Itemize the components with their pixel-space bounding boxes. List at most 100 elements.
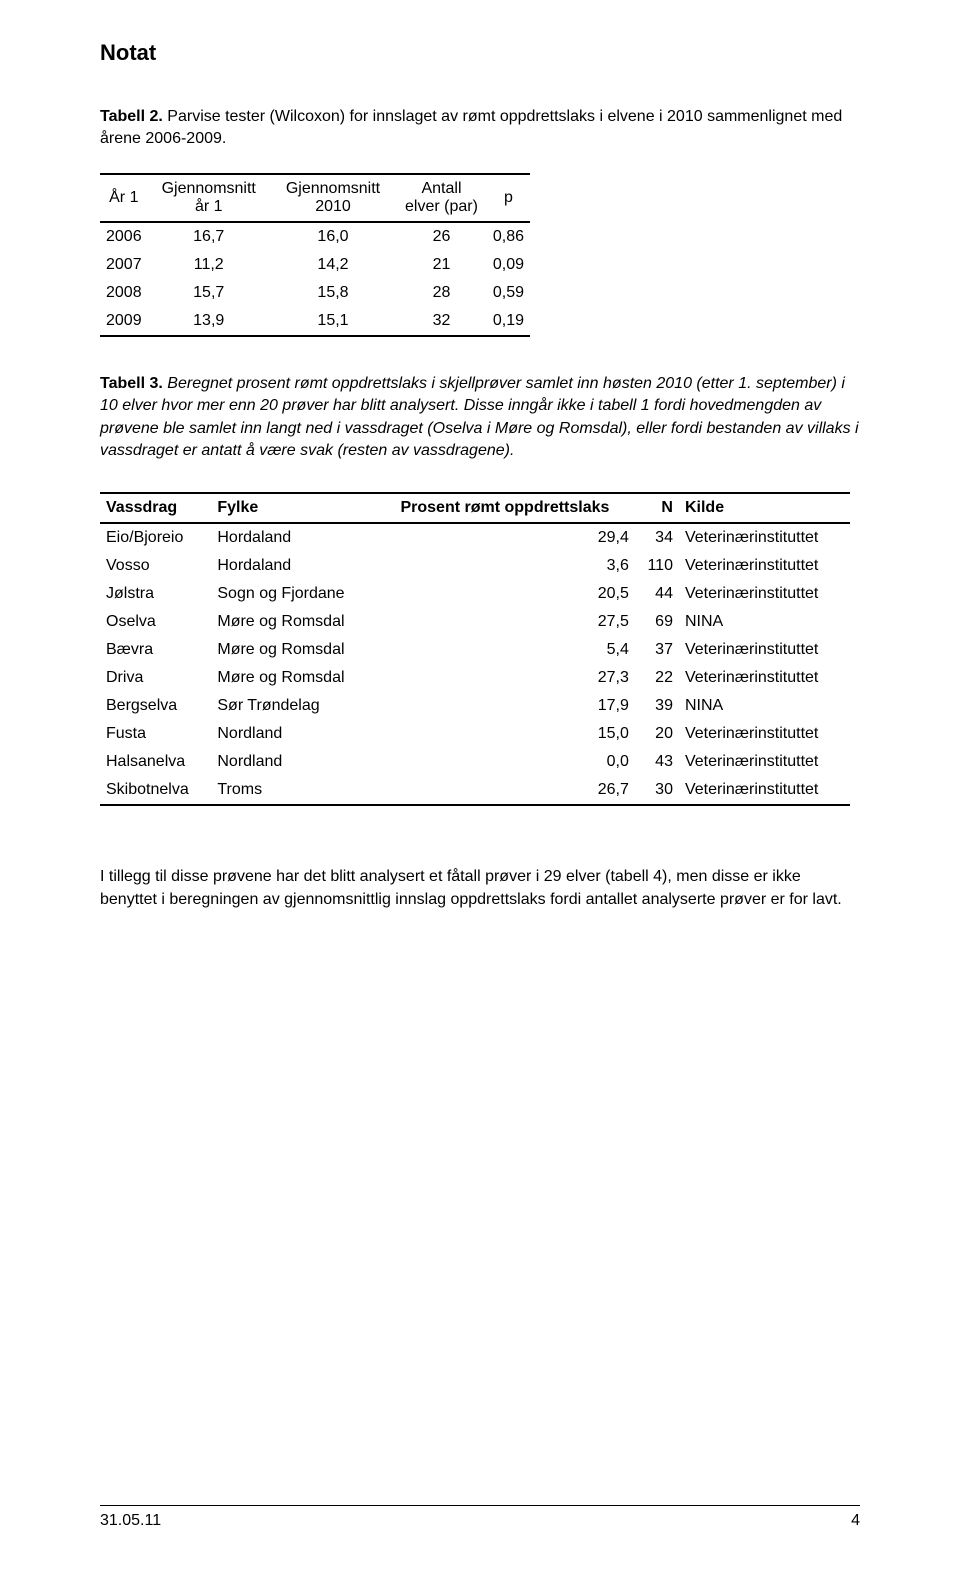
table-cell: Troms	[211, 776, 375, 805]
table2-h2: Prosent rømt oppdrettslaks	[375, 493, 635, 523]
table-cell: 27,5	[375, 608, 635, 636]
table-cell: 15,7	[148, 279, 270, 307]
table-cell: 15,1	[270, 307, 396, 336]
table-cell: 20,5	[375, 580, 635, 608]
bottom-paragraph: I tillegg til disse prøvene har det blit…	[100, 866, 860, 911]
footer-page-number: 4	[851, 1512, 860, 1530]
table-cell: 0,59	[487, 279, 530, 307]
table-cell: 2008	[100, 279, 148, 307]
table-row: DrivaMøre og Romsdal27,322Veterinærinsti…	[100, 664, 850, 692]
table-cell: 0,86	[487, 222, 530, 251]
table-cell: Møre og Romsdal	[211, 636, 375, 664]
table-cell: 32	[396, 307, 487, 336]
table-cell: 39	[635, 692, 679, 720]
page-footer: 31.05.11 4	[100, 1505, 860, 1530]
table-cell: 37	[635, 636, 679, 664]
table1-h1: Gjennomsnitt år 1	[148, 174, 270, 222]
table-cell: 0,09	[487, 251, 530, 279]
table-cell: Møre og Romsdal	[211, 608, 375, 636]
table-row: 200815,715,8280,59	[100, 279, 530, 307]
table-cell: Hordaland	[211, 523, 375, 552]
table-cell: Eio/Bjoreio	[100, 523, 211, 552]
table2: Vassdrag Fylke Prosent rømt oppdrettslak…	[100, 492, 850, 806]
table-cell: Oselva	[100, 608, 211, 636]
table-row: 200711,214,2210,09	[100, 251, 530, 279]
table-cell: 3,6	[375, 552, 635, 580]
table-cell: Bævra	[100, 636, 211, 664]
table-cell: Veterinærinstituttet	[679, 523, 850, 552]
table-cell: Halsanelva	[100, 748, 211, 776]
table-cell: Sør Trøndelag	[211, 692, 375, 720]
table-row: 200616,716,0260,86	[100, 222, 530, 251]
table-cell: Sogn og Fjordane	[211, 580, 375, 608]
table-row: BævraMøre og Romsdal5,437Veterinærinstit…	[100, 636, 850, 664]
table1-header-row: År 1 Gjennomsnitt år 1 Gjennomsnitt 2010…	[100, 174, 530, 222]
table1-h0: År 1	[100, 174, 148, 222]
table-cell: 44	[635, 580, 679, 608]
table-cell: 27,3	[375, 664, 635, 692]
table-cell: 17,9	[375, 692, 635, 720]
table-cell: 34	[635, 523, 679, 552]
table-cell: 22	[635, 664, 679, 692]
table-cell: 2007	[100, 251, 148, 279]
table-row: BergselvaSør Trøndelag17,939NINA	[100, 692, 850, 720]
table-cell: Nordland	[211, 748, 375, 776]
table2-h1: Fylke	[211, 493, 375, 523]
table-row: HalsanelvaNordland0,043Veterinærinstitut…	[100, 748, 850, 776]
table2-h4: Kilde	[679, 493, 850, 523]
table-cell: 11,2	[148, 251, 270, 279]
table1-h2: Gjennomsnitt 2010	[270, 174, 396, 222]
table-row: Eio/BjoreioHordaland29,434Veterinærinsti…	[100, 523, 850, 552]
table-row: VossoHordaland3,6110Veterinærinstituttet	[100, 552, 850, 580]
footer-date: 31.05.11	[100, 1512, 161, 1530]
table-row: OselvaMøre og Romsdal27,569NINA	[100, 608, 850, 636]
table-cell: Nordland	[211, 720, 375, 748]
table2-caption: Tabell 3. Beregnet prosent rømt oppdrett…	[100, 373, 860, 463]
table-cell: Veterinærinstituttet	[679, 776, 850, 805]
table2-h0: Vassdrag	[100, 493, 211, 523]
table1-h3: Antall elver (par)	[396, 174, 487, 222]
table-cell: NINA	[679, 608, 850, 636]
table-cell: 15,0	[375, 720, 635, 748]
table-cell: Veterinærinstituttet	[679, 720, 850, 748]
table-cell: 29,4	[375, 523, 635, 552]
table-cell: Driva	[100, 664, 211, 692]
table-cell: Hordaland	[211, 552, 375, 580]
caption1-bold: Tabell 2.	[100, 108, 163, 125]
table-cell: 43	[635, 748, 679, 776]
table-cell: 30	[635, 776, 679, 805]
table-cell: 0,0	[375, 748, 635, 776]
caption2-bold: Tabell 3.	[100, 375, 163, 392]
table1-caption: Tabell 2. Parvise tester (Wilcoxon) for …	[100, 106, 860, 151]
table-cell: 26	[396, 222, 487, 251]
table-cell: 16,7	[148, 222, 270, 251]
table-cell: Skibotnelva	[100, 776, 211, 805]
table-cell: 2006	[100, 222, 148, 251]
table-cell: 21	[396, 251, 487, 279]
table-cell: Vosso	[100, 552, 211, 580]
table-cell: Fusta	[100, 720, 211, 748]
table-cell: 26,7	[375, 776, 635, 805]
table-cell: 69	[635, 608, 679, 636]
table-cell: 110	[635, 552, 679, 580]
table-cell: Veterinærinstituttet	[679, 748, 850, 776]
table-cell: 2009	[100, 307, 148, 336]
table-cell: 15,8	[270, 279, 396, 307]
table2-header-row: Vassdrag Fylke Prosent rømt oppdrettslak…	[100, 493, 850, 523]
table-cell: NINA	[679, 692, 850, 720]
table-row: SkibotnelvaTroms26,730Veterinærinstitutt…	[100, 776, 850, 805]
table-cell: Jølstra	[100, 580, 211, 608]
table-row: JølstraSogn og Fjordane20,544Veterinærin…	[100, 580, 850, 608]
table-cell: Møre og Romsdal	[211, 664, 375, 692]
table1-h4: p	[487, 174, 530, 222]
table-row: 200913,915,1320,19	[100, 307, 530, 336]
table-cell: Bergselva	[100, 692, 211, 720]
table-cell: 20	[635, 720, 679, 748]
table-cell: 16,0	[270, 222, 396, 251]
table1: År 1 Gjennomsnitt år 1 Gjennomsnitt 2010…	[100, 173, 530, 337]
table-cell: 14,2	[270, 251, 396, 279]
table-cell: Veterinærinstituttet	[679, 552, 850, 580]
table-cell: Veterinærinstituttet	[679, 636, 850, 664]
page-title: Notat	[100, 40, 860, 66]
table-cell: 5,4	[375, 636, 635, 664]
